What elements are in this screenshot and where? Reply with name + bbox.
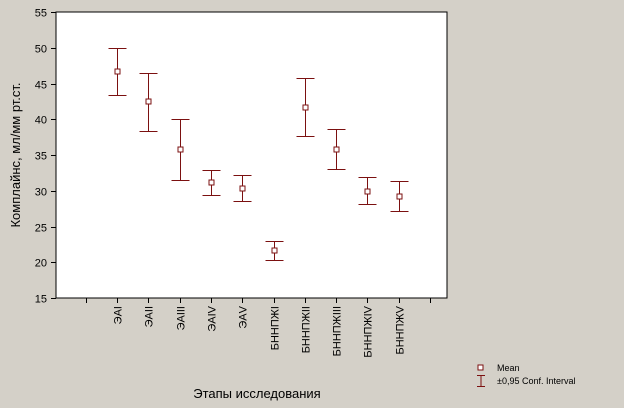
y-axis-label: Комплайнс, мл/мм рт.ст. — [8, 82, 23, 227]
legend-mean-marker — [477, 364, 484, 371]
x-tick-label-2: ЭАIII — [176, 306, 188, 330]
series-marks — [108, 48, 409, 261]
x-tick-label-7: БННПЖIII — [332, 306, 344, 356]
error-bar-3 — [202, 170, 221, 196]
mean-point-4 — [239, 185, 246, 192]
mean-point-0 — [114, 68, 121, 75]
x-tick-label-0: ЭАI — [113, 306, 125, 324]
error-bar-1 — [139, 73, 158, 132]
plot-area — [55, 11, 448, 299]
mean-point-5 — [271, 247, 278, 254]
error-bar-7 — [327, 129, 346, 170]
legend-interval-label: ±0,95 Conf. Interval — [497, 376, 575, 386]
y-tick-label-8: 55 — [35, 8, 47, 20]
x-axis-label: Этапы исследования — [193, 386, 320, 401]
x-tick-label-9: БННПЖV — [395, 305, 407, 354]
y-tick-label-4: 35 — [35, 151, 47, 163]
error-bar-2 — [171, 119, 190, 181]
y-tick-label-6: 45 — [35, 80, 47, 92]
mean-point-1 — [145, 98, 152, 105]
mean-point-8 — [364, 188, 371, 195]
mean-point-9 — [396, 193, 403, 200]
y-tick-label-1: 20 — [35, 258, 47, 270]
legend: Mean ±0,95 Conf. Interval — [477, 363, 575, 387]
mean-point-3 — [208, 179, 215, 186]
legend-mean-label: Mean — [497, 363, 520, 373]
x-tick-label-1: ЭАII — [144, 306, 156, 327]
error-bar-8 — [358, 177, 377, 205]
y-tick-label-7: 50 — [35, 44, 47, 56]
error-bar-0 — [108, 48, 127, 96]
y-tick-label-3: 30 — [35, 187, 47, 199]
x-tick-label-4: ЭАV — [238, 305, 250, 328]
y-axis: 15 20 25 30 35 40 45 50 55 — [35, 8, 56, 306]
x-axis: ЭАI ЭАII ЭАIII ЭАIV ЭАV БННПЖI БННПЖII БННПЖIII… — [86, 298, 431, 358]
mean-point-6 — [302, 104, 309, 111]
y-tick-label-2: 25 — [35, 223, 47, 235]
error-bar-4 — [233, 175, 252, 202]
mean-point-2 — [177, 146, 184, 153]
y-tick-label-0: 15 — [35, 294, 47, 306]
mean-point-7 — [333, 146, 340, 153]
x-tick-label-3: ЭАIV — [207, 305, 219, 331]
x-tick-label-8: БННПЖIV — [363, 305, 375, 357]
legend-interval-marker — [477, 375, 485, 387]
x-tick-label-6: БННПЖII — [301, 306, 313, 353]
x-tick-label-5: БННПЖI — [270, 306, 282, 350]
error-bar-5 — [265, 241, 284, 261]
error-bar-9 — [390, 181, 409, 212]
error-bar-6 — [296, 78, 315, 137]
y-tick-label-5: 40 — [35, 115, 47, 127]
